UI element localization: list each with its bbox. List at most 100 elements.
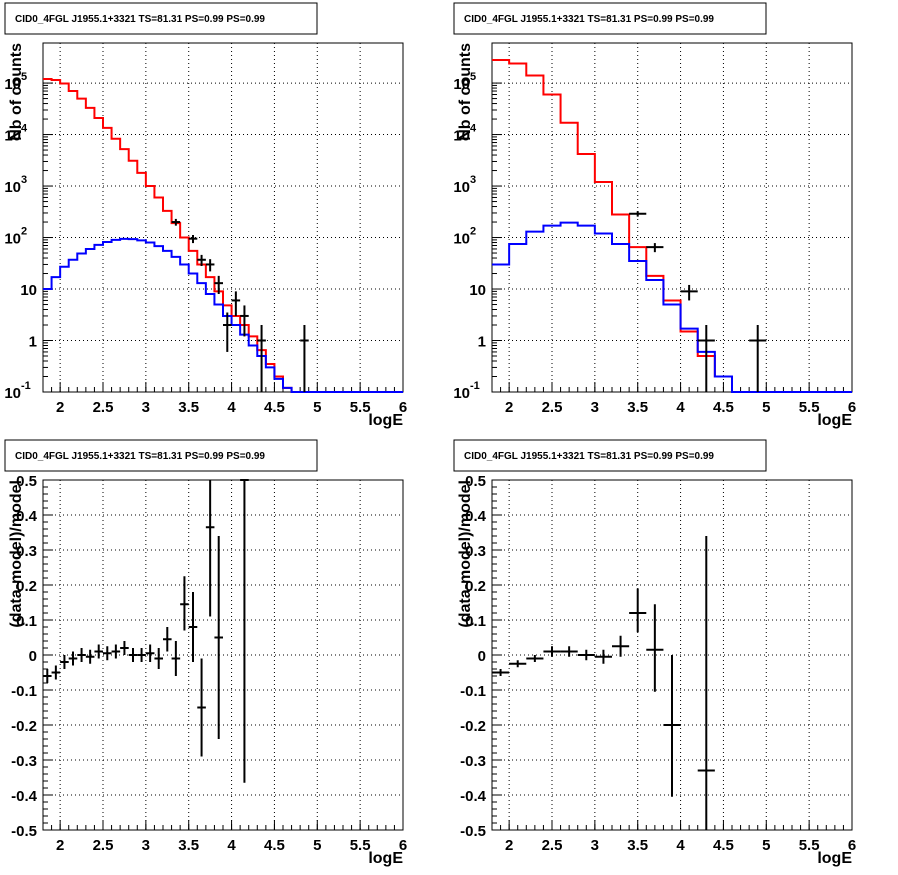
y-tick-label: 0.4 [16,508,38,525]
x-tick-label: 3 [591,399,599,416]
y-tick-label: 10 [453,128,470,145]
x-tick-label: 2 [505,837,513,854]
x-tick-label: 4 [227,399,236,416]
x-tick-label: 5 [762,837,770,854]
x-axis-title: logE [817,412,852,429]
y-axis-title: Nb of counts [457,43,474,141]
x-tick-label: 3 [142,399,150,416]
x-tick-label: 5.5 [799,399,820,416]
y-tick-exponent: 3 [21,174,27,186]
x-tick-label: 2.5 [93,837,114,854]
y-tick-label: 10 [453,231,470,248]
x-tick-label: 3.5 [627,837,648,854]
x-tick-label: 4.5 [713,837,734,854]
y-tick-label: 1 [29,334,37,351]
y-tick-exponent: 4 [21,123,28,135]
x-tick-label: 2 [56,399,64,416]
x-tick-label: 5.5 [799,837,820,854]
panel-counts-right: CID0_4FGL J1955.1+3321 TS=81.31 PS=0.99 … [453,2,856,429]
y-tick-label: 10 [20,282,37,299]
y-tick-label: 0 [29,648,37,665]
chart-title: CID0_4FGL J1955.1+3321 TS=81.31 PS=0.99 … [15,451,265,462]
title-box [453,2,767,35]
y-axis-title: (data-model)/model [8,480,25,628]
title-box [4,2,318,35]
y-tick-label: 10 [4,231,21,248]
y-tick-label: -0.5 [11,823,37,840]
x-tick-label: 6 [848,399,856,416]
x-tick-label: 4 [676,837,685,854]
series-line [492,221,852,393]
x-tick-label: 3 [142,837,150,854]
x-tick-label: 6 [399,837,407,854]
y-tick-label: -0.1 [460,683,486,700]
x-tick-label: 4 [227,837,236,854]
y-tick-label: 10 [4,179,21,196]
series-line [43,237,403,393]
y-tick-label: -0.3 [11,753,37,770]
y-axis-title: Nb of counts [8,43,25,141]
x-tick-label: 6 [399,399,407,416]
x-tick-label: 5 [762,399,770,416]
y-tick-label: -0.5 [460,823,486,840]
y-tick-label: -0.2 [460,718,486,735]
y-tick-label: 0.1 [465,613,486,630]
chart-title: CID0_4FGL J1955.1+3321 TS=81.31 PS=0.99 … [464,451,714,462]
y-tick-label: 0.4 [465,508,487,525]
x-tick-label: 2.5 [542,837,563,854]
y-tick-label: -0.4 [11,788,38,805]
x-tick-label: 6 [848,837,856,854]
panel-residuals-right: CID0_4FGL J1955.1+3321 TS=81.31 PS=0.99 … [453,439,856,867]
x-tick-label: 4.5 [713,399,734,416]
chart-title: CID0_4FGL J1955.1+3321 TS=81.31 PS=0.99 … [464,14,714,25]
x-tick-label: 2.5 [93,399,114,416]
y-tick-label: 0.1 [16,613,37,630]
x-tick-label: 5.5 [350,399,371,416]
x-tick-label: 2.5 [542,399,563,416]
y-tick-exponent: 5 [470,71,476,83]
x-tick-label: 3.5 [627,399,648,416]
y-tick-exponent: 5 [21,71,27,83]
y-tick-label: 10 [453,76,470,93]
x-tick-label: 5 [313,837,321,854]
x-axis-title: logE [368,850,403,867]
y-tick-exponent: -1 [470,380,480,392]
x-axis-title: logE [368,412,403,429]
panel-counts-left: CID0_4FGL J1955.1+3321 TS=81.31 PS=0.99 … [4,2,407,429]
y-tick-label: 10 [453,385,470,402]
y-tick-label: -0.4 [460,788,487,805]
y-tick-label: -0.1 [11,683,37,700]
y-tick-label: 0.2 [465,578,486,595]
plot-frame [42,42,404,393]
chart-title: CID0_4FGL J1955.1+3321 TS=81.31 PS=0.99 … [15,14,265,25]
y-tick-exponent: 2 [21,226,27,238]
y-tick-exponent: 2 [470,226,476,238]
y-tick-label: -0.3 [460,753,486,770]
y-tick-label: 0.5 [465,473,486,490]
x-tick-label: 5.5 [350,837,371,854]
y-tick-label: 10 [4,76,21,93]
x-tick-label: 4.5 [264,399,285,416]
y-tick-label: 10 [4,128,21,145]
y-tick-exponent: -1 [21,380,31,392]
y-tick-label: 0.3 [16,543,37,560]
title-box [453,439,767,472]
y-tick-label: -0.2 [11,718,37,735]
y-tick-label: 0.3 [465,543,486,560]
x-tick-label: 2 [505,399,513,416]
x-tick-label: 4.5 [264,837,285,854]
y-tick-label: 10 [453,179,470,196]
title-box [4,439,318,472]
y-tick-label: 0 [478,648,486,665]
y-tick-label: 1 [478,334,486,351]
x-tick-label: 2 [56,837,64,854]
y-tick-exponent: 4 [470,123,477,135]
panel-residuals-left: CID0_4FGL J1955.1+3321 TS=81.31 PS=0.99 … [4,439,407,867]
x-tick-label: 5 [313,399,321,416]
y-axis-title: (data-model)/model [457,480,474,628]
x-tick-label: 4 [676,399,685,416]
y-tick-label: 0.5 [16,473,37,490]
x-axis-title: logE [817,850,852,867]
y-tick-label: 10 [4,385,21,402]
